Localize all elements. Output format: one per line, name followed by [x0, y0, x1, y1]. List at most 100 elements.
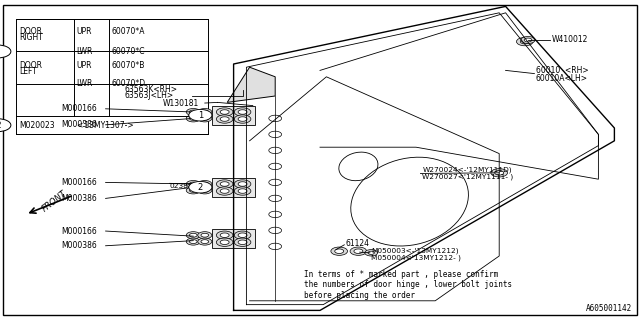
Circle shape — [238, 233, 247, 237]
Circle shape — [198, 108, 212, 116]
Circle shape — [186, 232, 200, 239]
Text: 0238S: 0238S — [170, 183, 193, 188]
Text: RIGHT: RIGHT — [19, 33, 43, 42]
Text: 61124: 61124 — [346, 239, 370, 248]
Circle shape — [234, 187, 251, 195]
Circle shape — [216, 180, 233, 188]
Circle shape — [220, 110, 229, 114]
Text: 1: 1 — [0, 47, 1, 56]
Circle shape — [189, 188, 197, 192]
Text: 60070*D: 60070*D — [111, 79, 145, 88]
Text: M050003<-'13MY1212): M050003<-'13MY1212) — [371, 248, 459, 254]
Text: 63563J<LH>: 63563J<LH> — [125, 92, 174, 100]
Circle shape — [234, 238, 251, 246]
Circle shape — [189, 240, 197, 244]
Circle shape — [220, 233, 229, 237]
Circle shape — [216, 115, 233, 123]
FancyBboxPatch shape — [212, 178, 255, 197]
Text: W410012: W410012 — [552, 36, 588, 44]
Circle shape — [198, 187, 212, 194]
Text: M050004<'13MY1212- ): M050004<'13MY1212- ) — [371, 254, 461, 261]
Circle shape — [201, 116, 209, 120]
Circle shape — [220, 117, 229, 121]
Circle shape — [368, 251, 374, 254]
Text: M000166: M000166 — [61, 227, 97, 236]
Text: LWR: LWR — [76, 47, 93, 56]
Circle shape — [331, 247, 348, 255]
Circle shape — [186, 238, 200, 245]
Text: LEFT: LEFT — [19, 67, 37, 76]
Circle shape — [198, 232, 212, 239]
Circle shape — [216, 231, 233, 239]
Circle shape — [238, 110, 247, 114]
FancyBboxPatch shape — [212, 229, 255, 248]
Circle shape — [198, 180, 212, 188]
Text: LWR: LWR — [76, 79, 93, 88]
Circle shape — [186, 180, 200, 188]
Circle shape — [220, 189, 229, 193]
Circle shape — [234, 108, 251, 116]
Circle shape — [234, 115, 251, 123]
Circle shape — [216, 108, 233, 116]
Circle shape — [238, 182, 247, 186]
Circle shape — [520, 39, 529, 44]
Circle shape — [189, 182, 197, 186]
Text: In terms of * marked part , please confirm
the numbers of door hinge , lower bol: In terms of * marked part , please confi… — [304, 270, 512, 300]
Text: UPR: UPR — [76, 27, 92, 36]
Text: A605001142: A605001142 — [586, 304, 632, 313]
Circle shape — [350, 247, 367, 255]
Circle shape — [491, 169, 508, 177]
Circle shape — [0, 119, 11, 132]
Text: 60070*B: 60070*B — [111, 61, 145, 70]
Circle shape — [335, 249, 344, 253]
Text: DOOR: DOOR — [19, 27, 42, 36]
Circle shape — [189, 110, 197, 114]
Text: DOOR: DOOR — [19, 61, 42, 70]
Circle shape — [0, 45, 11, 58]
Text: W130181: W130181 — [163, 99, 200, 108]
Circle shape — [516, 37, 533, 46]
Circle shape — [220, 182, 229, 186]
Text: M000166: M000166 — [61, 104, 97, 113]
Text: 60070*C: 60070*C — [111, 47, 145, 56]
Circle shape — [238, 240, 247, 244]
Circle shape — [198, 238, 212, 245]
Text: W270024<-'12MY111D): W270024<-'12MY111D) — [422, 167, 512, 173]
Circle shape — [201, 182, 209, 186]
Text: 1: 1 — [198, 111, 203, 120]
Circle shape — [198, 115, 212, 122]
Circle shape — [365, 250, 378, 256]
Circle shape — [201, 240, 209, 244]
Text: 60010A<LH>: 60010A<LH> — [536, 74, 588, 83]
Circle shape — [524, 38, 532, 42]
Circle shape — [234, 180, 251, 188]
FancyBboxPatch shape — [212, 106, 255, 125]
Text: 2: 2 — [0, 121, 1, 130]
Circle shape — [189, 181, 212, 193]
Text: W270027<'12MY1111- ): W270027<'12MY1111- ) — [422, 173, 514, 180]
Text: FRONT: FRONT — [40, 189, 68, 214]
Circle shape — [238, 189, 247, 193]
Circle shape — [521, 36, 535, 44]
Circle shape — [216, 187, 233, 195]
Circle shape — [189, 233, 197, 237]
Circle shape — [201, 188, 209, 192]
Circle shape — [201, 110, 209, 114]
Text: 60010  <RH>: 60010 <RH> — [536, 66, 588, 75]
Text: M020023: M020023 — [19, 121, 55, 130]
Circle shape — [201, 233, 209, 237]
Circle shape — [186, 115, 200, 122]
Text: 60070*A: 60070*A — [111, 27, 145, 36]
Circle shape — [354, 249, 363, 253]
Text: M000386: M000386 — [61, 241, 97, 250]
Circle shape — [238, 117, 247, 121]
Text: M000166: M000166 — [61, 178, 97, 187]
Text: 2: 2 — [198, 183, 203, 192]
Circle shape — [186, 187, 200, 194]
Circle shape — [189, 109, 212, 121]
Circle shape — [189, 116, 197, 120]
Text: M000386: M000386 — [61, 194, 97, 203]
Text: 63563K<RH>: 63563K<RH> — [125, 85, 178, 94]
Text: <'13MY1307->: <'13MY1307-> — [76, 121, 134, 130]
Text: M000386: M000386 — [61, 120, 97, 129]
